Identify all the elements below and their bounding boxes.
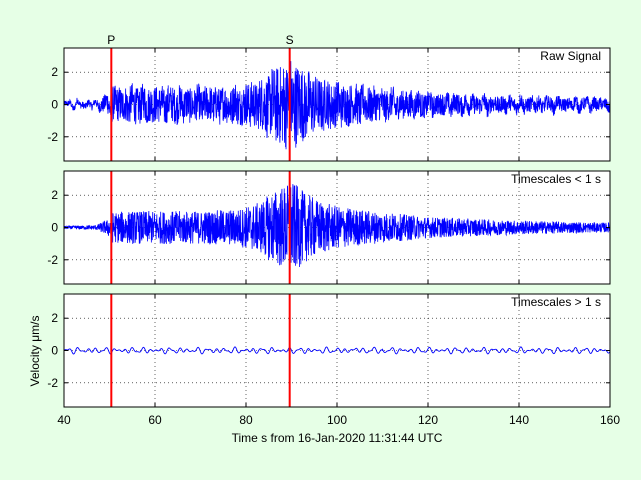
y-axis-label: Velocity μm/s [28,316,42,387]
phase-markers [110,48,291,161]
x-tick-label: 120 [418,413,438,427]
panel-title: Timescales > 1 s [511,295,601,309]
y-tick-label: -2 [47,376,58,390]
y-tick-label: -2 [47,253,58,267]
phase-label-p: P [107,33,115,47]
phase-label-s: S [286,33,294,47]
panel-title: Timescales < 1 s [511,172,601,186]
phase-markers [110,171,291,284]
y-tick-labels: -2 0 2 [47,48,611,161]
panel-axes-box [63,47,611,162]
panel-axes-box [63,293,611,408]
y-tick-label: 2 [51,65,58,79]
panel-short-timescales: -2 0 2 Timescales < 1 s [47,170,611,285]
x-tick-label: 100 [327,413,347,427]
waveform-trace-raw [63,61,611,150]
y-tick-label: 0 [51,344,58,358]
x-tick-label: 160 [600,413,620,427]
waveform-trace-short [63,184,611,268]
y-tick-label: 2 [51,311,58,325]
waveform-trace-long [63,346,611,355]
y-tick-label: 0 [51,98,58,112]
x-tick-labels: 40 60 80 100 120 140 160 [57,413,620,427]
panel-title: Raw Signal [540,49,601,63]
x-tick-label: 140 [509,413,529,427]
x-tick-label: 60 [148,413,162,427]
panel-long-timescales: -2 0 2 Timescales > 1 s [47,293,611,408]
x-axis-label: Time s from 16-Jan-2020 11:31:44 UTC [232,431,443,445]
y-tick-label: 0 [51,221,58,235]
x-tick-label: 40 [57,413,71,427]
x-tick-label: 80 [239,413,253,427]
panel-raw-signal: -2 0 2 Raw Signal [47,47,611,162]
y-tick-labels: -2 0 2 [47,294,611,407]
y-tick-label: -2 [47,130,58,144]
y-tick-label: 2 [51,188,58,202]
phase-markers [110,294,291,407]
panel-axes-box [63,170,611,285]
